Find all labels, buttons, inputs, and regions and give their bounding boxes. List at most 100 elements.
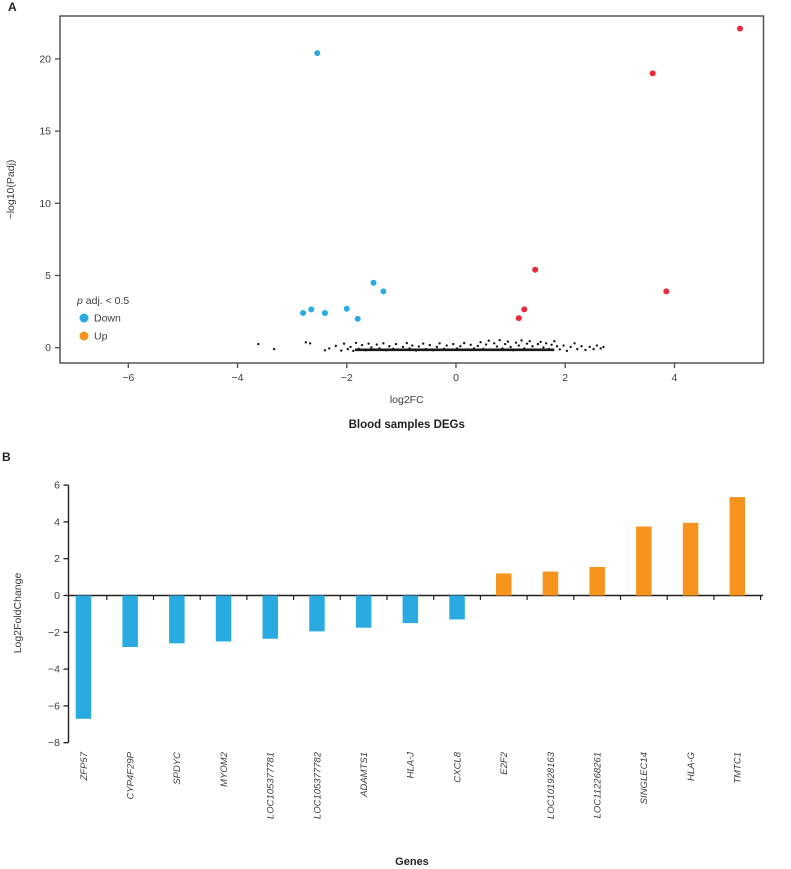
scatter-point [340,349,343,352]
scatter-point [323,349,327,352]
scatter-point [378,347,381,350]
bar-LOC101928163 [542,571,559,596]
scatter-point [569,345,572,349]
scatter-point [533,348,537,352]
x-tick-label: 0 [453,372,459,384]
gene-label-LOC105377782: LOC105377782 [312,751,323,819]
bar-CYP4F29P [122,595,138,648]
scatter-point [737,25,744,32]
legend-label-down: Down [94,313,121,325]
y-tick-label: −6 [48,700,60,712]
gene-label-ZFP57: ZFP57 [79,751,90,781]
scatter-point [372,348,376,351]
scatter-point [521,306,528,313]
plot-frame [59,15,765,364]
scatter-point [455,347,459,350]
scatter-point [498,338,501,342]
scatter-point [342,342,346,345]
scatter-point [408,347,411,350]
scatter-point [388,345,391,348]
scatter-point [314,50,321,57]
bar-SINGLEC14 [636,526,652,596]
y-axis-title: Log2FoldChange [12,573,24,654]
scatter-point [435,345,439,349]
scatter-point [588,345,592,349]
scatter-point [452,342,455,346]
y-tick-label: −2 [48,627,60,639]
y-tick-label: 2 [54,553,60,565]
gene-label-LOC112268261: LOC112268261 [592,752,603,818]
scatter-point [357,347,360,351]
scatter-point [401,345,405,349]
scatter-point [354,341,358,345]
scatter-point [346,347,350,351]
scatter-point [380,288,387,295]
scatter-point [531,345,534,348]
gene-label-HLA-G: HLA-G [686,752,697,781]
axis-ticks: 6 4 2 0 −2 −4 −6 −8 [48,480,69,749]
scatter-point [472,347,476,350]
bar-CXCL8 [449,595,465,620]
scatter-point [272,347,276,351]
scatter-point [304,341,307,344]
scatter-point [405,341,409,345]
bar-chart: 6 4 2 0 −2 −4 −6 −8 ZFP57 CYP4F29P SPDYC MYOM2 LOC10… [12,480,763,868]
scatter-point [484,343,488,346]
scatter-point [558,348,561,351]
bar-ZFP57 [75,595,92,719]
scatter-point [411,344,414,347]
scatter-point [462,341,466,345]
scatter-point [555,345,559,348]
scatter-point [495,345,499,348]
scatter-point [370,346,373,349]
scatter-point [490,348,493,352]
panel-a-label: A [8,0,17,14]
chart-title: Blood samples DEGs [349,419,465,431]
scatter-point [417,345,421,348]
x-tick-label: −6 [122,372,134,384]
scatter-point [553,339,556,343]
scatter-point [580,345,583,348]
scatter-point [479,341,482,344]
y-tick-label: 10 [39,198,51,210]
scatter-point [438,342,441,345]
scatter-point [565,349,569,353]
scatter-point [595,344,599,347]
y-tick-label: 20 [39,53,51,65]
scatter-point [394,342,398,346]
y-tick-label: 4 [54,516,60,528]
bar-SPDYC [169,595,185,644]
scatter-point [360,343,364,347]
scatter-point [482,347,485,351]
scatter-point [523,347,526,350]
scatter-point [520,339,523,342]
scatter-point [663,288,670,295]
y-tick-label: 0 [45,342,51,354]
scatter-point [375,343,378,346]
scatter-point [506,340,510,343]
scatter-point [321,310,328,317]
legend-swatch-up [79,331,89,341]
series-not-significant [257,338,605,353]
scatter-point [469,343,472,347]
scatter-point [354,315,361,322]
scatter-point [449,348,452,352]
scatter-point [391,347,395,351]
scatter-point [512,349,515,352]
scatter-point [547,347,551,351]
scatter-point [424,347,428,351]
scatter-point [364,349,368,352]
bar-LOC112268261 [589,566,605,596]
scatter-point [367,342,370,345]
x-tick-label: −4 [232,372,244,384]
gene-label-MYOM2: MYOM2 [219,751,230,787]
bar-LOC105377781 [262,595,278,639]
y-tick-label: 6 [54,480,60,492]
scatter-point [349,345,352,349]
bar-TMTC1 [729,497,745,596]
gene-label-SINGLEC14: SINGLEC14 [639,752,650,804]
bar-HLA-J [402,595,419,624]
scatter-point [459,345,462,348]
scatter-point [422,342,425,345]
